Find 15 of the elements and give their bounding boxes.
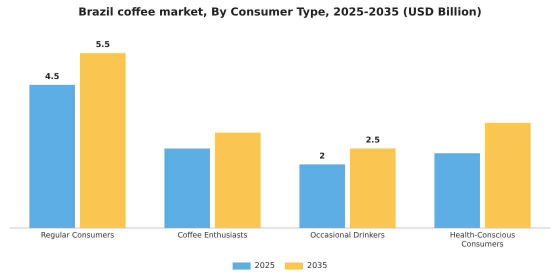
bar (164, 148, 210, 228)
bar (215, 132, 261, 228)
bar (485, 123, 531, 228)
bar (350, 148, 396, 228)
bar (29, 84, 75, 228)
bar (80, 53, 126, 228)
data-label: 2.5 (366, 136, 380, 145)
data-label: 2 (319, 151, 325, 160)
data-label: 5.5 (96, 40, 110, 50)
chart-title: Brazil coffee market, By Consumer Type, 2025-2035 (USD Billion) (78, 5, 482, 18)
legend-label: 2025 (254, 261, 275, 270)
data-label: 4.5 (45, 72, 60, 81)
legend-label: 2035 (307, 261, 328, 270)
bar (299, 164, 345, 228)
bar (434, 153, 480, 228)
